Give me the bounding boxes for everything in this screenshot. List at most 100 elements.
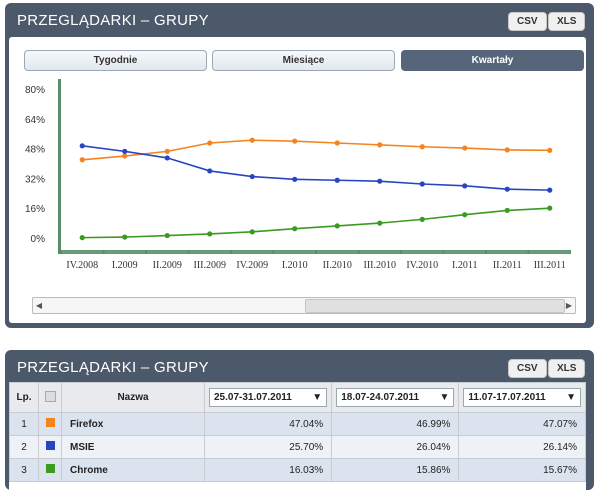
col-date-3[interactable]: 11.07-17.07.2011 ▼ bbox=[458, 382, 586, 413]
col-color bbox=[38, 382, 62, 413]
data-point-msie bbox=[462, 183, 468, 189]
x-tick-label: I.2010 bbox=[282, 260, 308, 271]
col-date-1[interactable]: 25.07-31.07.2011 ▼ bbox=[203, 382, 333, 413]
x-tick-mark bbox=[189, 250, 230, 254]
x-tick-mark bbox=[317, 250, 358, 254]
chart-scrollbar[interactable]: ◀ ▶ bbox=[32, 297, 576, 314]
chevron-down-icon[interactable]: ▼ bbox=[439, 392, 450, 403]
data-point-chrome bbox=[377, 220, 383, 226]
data-point-chrome bbox=[462, 212, 468, 218]
row-name: MSIE bbox=[61, 435, 205, 459]
line-chart: 80% 64% 48% 32% 16% 0% IV.2008 I.2009 II.2009 III… bbox=[25, 79, 571, 271]
csv-button[interactable]: CSV bbox=[508, 359, 547, 378]
data-point-msie bbox=[79, 143, 85, 149]
data-table: Lp. Nazwa 25.07-31.07.2011 ▼ 18.07-24.07.… bbox=[9, 382, 586, 502]
data-point-msie bbox=[504, 186, 510, 192]
x-tick-mark bbox=[444, 250, 485, 254]
y-tick-label: 0% bbox=[31, 234, 46, 245]
data-point-chrome bbox=[334, 223, 340, 229]
data-point-firefox bbox=[249, 137, 255, 143]
data-point-msie bbox=[419, 181, 425, 187]
data-point-msie bbox=[547, 187, 553, 193]
x-tick-label: IV.2008 bbox=[66, 260, 98, 271]
data-point-chrome bbox=[122, 234, 128, 240]
chart-panel: PRZEGLĄDARKI – GRUPY CSV XLS Tygodnie Mi… bbox=[5, 3, 594, 328]
data-point-firefox bbox=[334, 140, 340, 146]
x-tick-label: IV.2009 bbox=[236, 260, 268, 271]
panel-title: PRZEGLĄDARKI – GRUPY bbox=[17, 359, 209, 376]
data-point-firefox bbox=[504, 147, 510, 153]
row-value: 26.04% bbox=[331, 435, 460, 459]
tab-tygodnie[interactable]: Tygodnie bbox=[24, 50, 207, 71]
chart-area: Tygodnie Miesiące Kwartały 80% 64% 48% 32% 1… bbox=[9, 37, 586, 323]
x-tick-label: III.2009 bbox=[194, 260, 227, 271]
col-name[interactable]: Nazwa bbox=[61, 382, 205, 413]
x-tick-label: III.2011 bbox=[534, 260, 566, 271]
col-lp[interactable]: Lp. bbox=[9, 382, 39, 413]
y-tick-label: 64% bbox=[25, 115, 45, 126]
x-tick-label: II.2011 bbox=[493, 260, 522, 271]
color-swatch bbox=[45, 464, 55, 473]
table-row[interactable]: 1 Firefox 47.04% 46.99% 47.07% bbox=[9, 412, 586, 436]
csv-button[interactable]: CSV bbox=[508, 12, 547, 31]
data-point-chrome bbox=[504, 207, 510, 214]
row-lp: 2 bbox=[9, 435, 39, 459]
date-label: 11.07-17.07.2011 bbox=[468, 392, 546, 403]
data-point-firefox bbox=[292, 138, 298, 144]
chevron-down-icon[interactable]: ▼ bbox=[566, 392, 576, 403]
row-value: 16.03% bbox=[203, 458, 333, 482]
scroll-thumb[interactable] bbox=[305, 299, 565, 313]
data-point-firefox bbox=[462, 145, 468, 151]
y-axis-line bbox=[58, 79, 61, 254]
data-point-firefox bbox=[164, 148, 170, 154]
row-color bbox=[38, 458, 62, 482]
y-tick-label: 16% bbox=[25, 204, 45, 215]
x-tick-label: I.2011 bbox=[452, 260, 477, 271]
data-point-chrome bbox=[419, 216, 425, 222]
row-value: 47.07% bbox=[458, 412, 586, 436]
table-row[interactable]: 3 Chrome 16.03% 15.86% 15.67% bbox=[9, 458, 586, 482]
data-point-chrome bbox=[547, 205, 553, 211]
x-tick-mark bbox=[104, 250, 145, 254]
data-point-firefox bbox=[79, 157, 85, 163]
series-line-msie bbox=[82, 145, 550, 191]
data-point-chrome bbox=[164, 232, 170, 239]
data-point-firefox bbox=[207, 140, 213, 146]
data-point-msie bbox=[207, 168, 213, 174]
col-date-2[interactable]: 18.07-24.07.2011 ▼ bbox=[331, 382, 460, 413]
x-axis-line bbox=[61, 250, 571, 254]
xls-button[interactable]: XLS bbox=[548, 12, 586, 31]
data-point-firefox bbox=[547, 147, 553, 153]
xls-button[interactable]: XLS bbox=[548, 359, 586, 378]
date-label: 18.07-24.07.2011 bbox=[341, 392, 420, 403]
data-point-msie bbox=[164, 155, 170, 161]
x-tick-mark bbox=[359, 250, 400, 254]
scroll-left-icon[interactable]: ◀ bbox=[35, 301, 43, 310]
row-color bbox=[38, 412, 62, 436]
table-row[interactable]: 2 MSIE 25.70% 26.04% 26.14% bbox=[9, 435, 586, 459]
scroll-right-icon[interactable]: ▶ bbox=[565, 301, 573, 310]
x-tick-mark bbox=[487, 250, 528, 254]
data-point-chrome bbox=[79, 235, 85, 241]
chevron-down-icon[interactable]: ▼ bbox=[312, 392, 323, 403]
data-point-msie bbox=[292, 176, 298, 182]
grid-icon bbox=[44, 390, 56, 402]
x-tick-mark bbox=[529, 250, 570, 254]
row-lp: 1 bbox=[9, 412, 39, 436]
row-value: 47.04% bbox=[203, 412, 333, 436]
row-lp: 3 bbox=[9, 458, 39, 482]
row-value: 26.14% bbox=[458, 435, 586, 459]
tab-miesiace[interactable]: Miesiące bbox=[212, 50, 395, 71]
x-tick-label: I.2009 bbox=[112, 260, 138, 271]
y-tick-label: 32% bbox=[25, 174, 45, 185]
data-point-msie bbox=[334, 177, 340, 183]
panel-title: PRZEGLĄDARKI – GRUPY bbox=[17, 12, 209, 29]
row-name: Firefox bbox=[61, 412, 205, 436]
y-tick-label: 48% bbox=[25, 145, 45, 156]
x-tick-mark bbox=[147, 250, 188, 254]
series-line-chrome bbox=[82, 207, 550, 239]
row-value: 46.99% bbox=[331, 412, 460, 436]
tab-kwartaly[interactable]: Kwartały bbox=[401, 50, 584, 71]
data-point-firefox bbox=[419, 144, 425, 150]
x-tick-mark bbox=[274, 250, 315, 254]
